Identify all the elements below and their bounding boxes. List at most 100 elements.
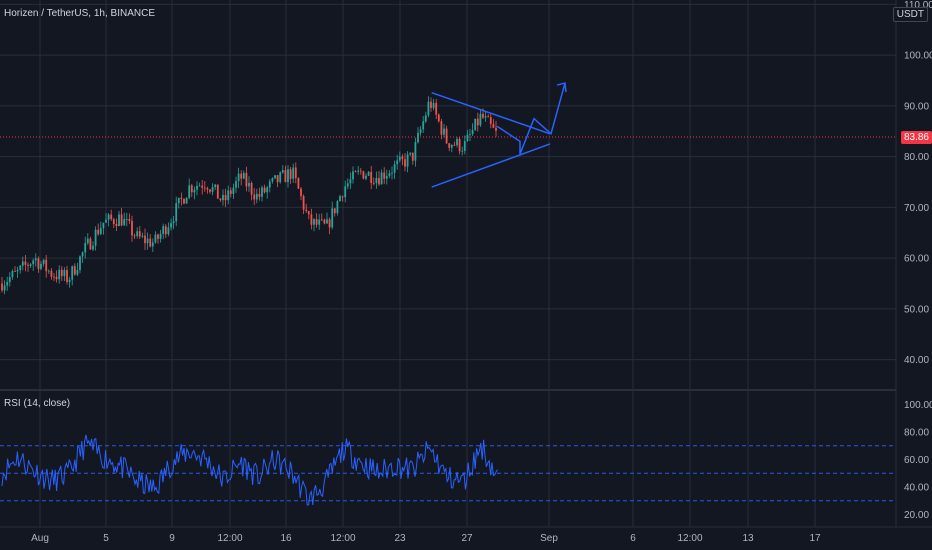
candle xyxy=(84,236,87,259)
symbol-legend[interactable]: Horizen / TetherUS, 1h, BINANCE xyxy=(4,8,155,19)
projection-arrowhead xyxy=(556,82,567,93)
candle xyxy=(276,175,279,188)
candle xyxy=(141,232,144,238)
candle xyxy=(3,280,6,295)
projection-path[interactable] xyxy=(496,82,566,155)
candle xyxy=(352,166,354,184)
candle xyxy=(365,173,367,181)
candle xyxy=(97,223,100,236)
candle xyxy=(476,112,479,132)
candle xyxy=(125,212,128,227)
candle xyxy=(232,183,235,200)
currency-badge[interactable]: USDT xyxy=(892,7,928,22)
price-tick-label: 100.00 xyxy=(904,51,932,62)
candle xyxy=(419,126,422,136)
candle xyxy=(495,120,497,137)
candle xyxy=(227,185,230,205)
time-tick-label: 27 xyxy=(461,533,473,544)
rsi-level-lines xyxy=(0,445,896,502)
price-tick-label: 60.00 xyxy=(904,254,929,265)
candle xyxy=(456,136,458,148)
candle xyxy=(445,125,448,145)
candle xyxy=(271,177,274,184)
candle xyxy=(422,115,425,134)
chart-grid xyxy=(0,0,896,527)
candle xyxy=(235,176,237,193)
rsi-legend[interactable]: RSI (14, close) xyxy=(4,398,70,409)
candle xyxy=(159,229,162,243)
candle xyxy=(193,186,196,200)
candle xyxy=(242,170,245,180)
candle xyxy=(435,98,438,120)
time-tick-label: 16 xyxy=(280,533,292,544)
candle xyxy=(398,151,401,163)
time-tick-label: Aug xyxy=(31,533,49,544)
candle xyxy=(209,188,211,194)
candle xyxy=(216,184,219,199)
candle xyxy=(255,188,258,204)
candle xyxy=(378,170,380,186)
candle xyxy=(146,232,149,250)
candle xyxy=(409,152,412,157)
time-tick-label: 12:00 xyxy=(677,533,702,544)
candle xyxy=(372,177,375,186)
candle xyxy=(250,181,253,201)
candle xyxy=(297,177,300,189)
candle xyxy=(385,169,388,185)
candle xyxy=(443,123,445,138)
candle xyxy=(258,187,261,201)
candle xyxy=(289,166,292,184)
triangle-lower-line[interactable] xyxy=(431,143,551,188)
candle xyxy=(63,267,66,282)
candle xyxy=(211,183,214,196)
candle xyxy=(333,208,336,217)
candle xyxy=(401,154,404,166)
candle xyxy=(6,276,9,291)
price-tick-label: 70.00 xyxy=(904,203,929,214)
candle xyxy=(19,264,22,274)
candle xyxy=(471,123,474,137)
candle xyxy=(188,178,191,200)
candle xyxy=(440,118,443,140)
candle xyxy=(112,217,115,228)
candle xyxy=(240,170,243,186)
candle xyxy=(375,171,378,189)
rsi-tick-label: 60.00 xyxy=(904,455,929,466)
candle xyxy=(138,225,141,239)
candle xyxy=(185,197,188,204)
candle xyxy=(45,254,48,278)
candle xyxy=(328,217,331,235)
candle xyxy=(294,162,297,184)
candle xyxy=(89,236,92,250)
candle xyxy=(86,233,89,246)
candle xyxy=(448,142,451,152)
candle xyxy=(274,175,276,180)
candle xyxy=(432,98,435,111)
candle xyxy=(427,96,430,118)
candle xyxy=(458,137,461,155)
candle xyxy=(245,166,248,192)
candle xyxy=(310,208,313,230)
candle xyxy=(261,185,263,202)
candle xyxy=(430,97,432,112)
candle xyxy=(123,212,126,226)
candle xyxy=(492,119,495,129)
time-tick-label: 6 xyxy=(630,533,636,544)
time-tick-label: 12:00 xyxy=(217,533,242,544)
candle xyxy=(346,178,349,190)
candle xyxy=(154,231,157,244)
candle xyxy=(320,213,323,222)
candle xyxy=(469,128,471,141)
time-axis: Aug 5 9 12:00 16 12:00 23 27 Sep 6 12:00 13 17 xyxy=(31,533,821,544)
candle xyxy=(341,195,344,202)
candle xyxy=(151,238,154,252)
candle xyxy=(206,186,209,194)
candle xyxy=(453,141,456,146)
candle xyxy=(76,262,79,277)
candle xyxy=(94,226,97,251)
rsi-axis: 100.00 80.00 60.00 40.00 20.00 xyxy=(904,400,932,521)
price-tick-label: 80.00 xyxy=(904,152,929,163)
candle xyxy=(253,188,256,206)
candle xyxy=(157,233,159,244)
